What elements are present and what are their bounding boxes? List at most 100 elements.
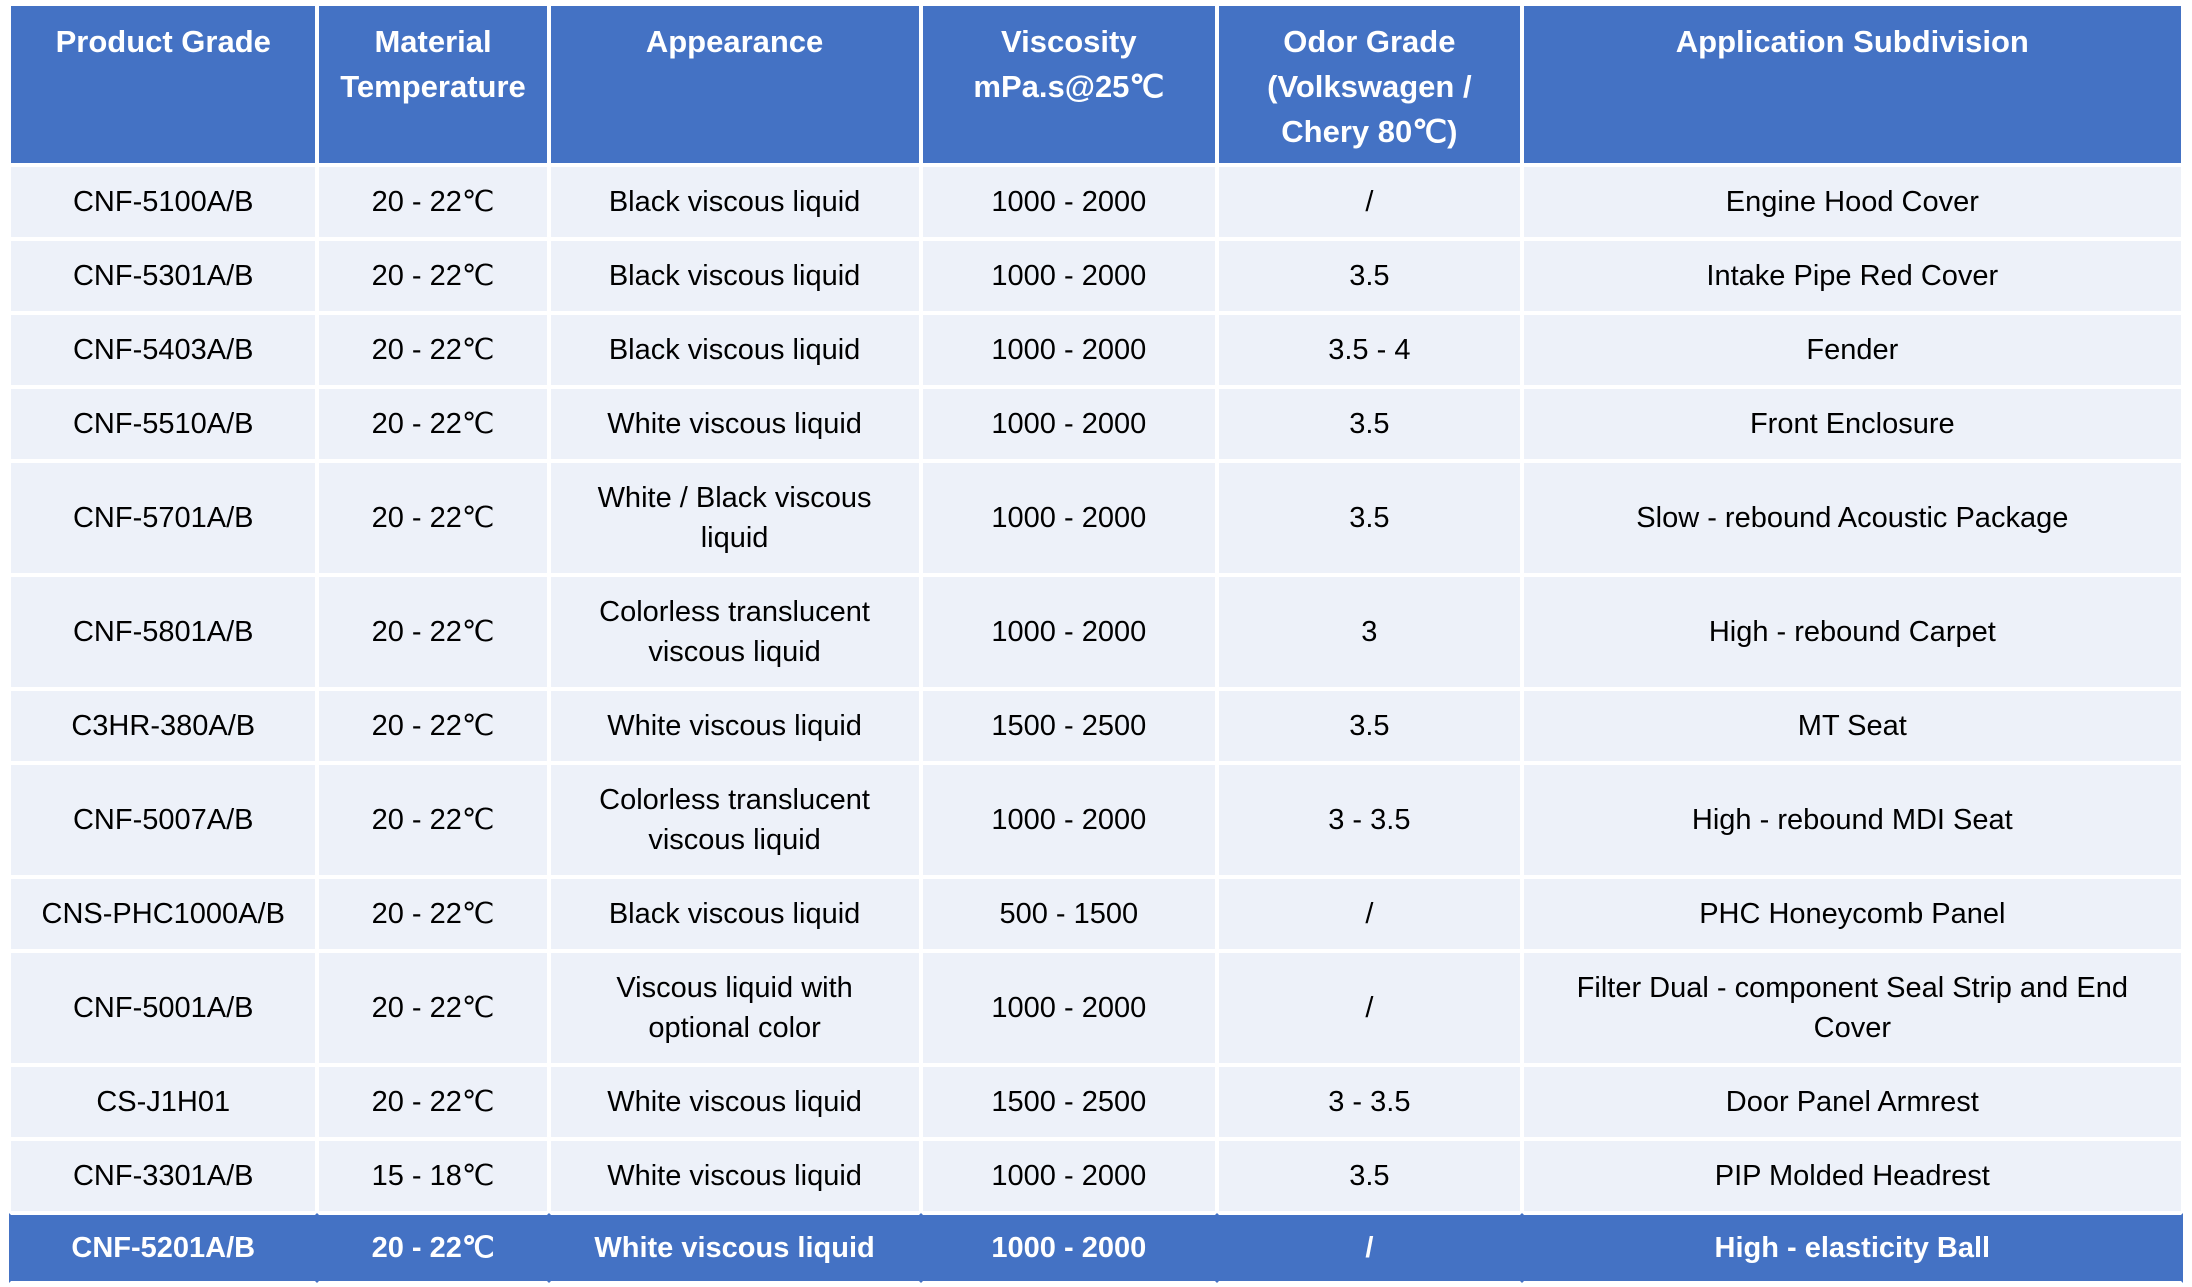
highlighted-row: CNF-5201A/B 20 - 22℃ White viscous liquid 1… — [9, 1212, 2183, 1283]
table-row: CNF-5403A/B 20 - 22℃ Black viscous liquid 1… — [9, 312, 2183, 387]
table-row: CNF-5801A/B 20 - 22℃ Colorless translucent… — [9, 574, 2183, 689]
cell-material-temperature: 20 - 22℃ — [317, 876, 549, 951]
cell-viscosity: 500 - 1500 — [920, 876, 1218, 951]
cell-viscosity: 1500 - 2500 — [920, 688, 1218, 763]
cell-application-subdivision: Filter Dual - component Seal Strip and E… — [1521, 950, 2183, 1065]
cell-material-temperature: 20 - 22℃ — [317, 312, 549, 387]
cell-material-temperature: 20 - 22℃ — [317, 574, 549, 689]
column-header-material-temperature: Material Temperature — [317, 4, 549, 165]
cell-application-subdivision: Front Enclosure — [1521, 386, 2183, 461]
table-row: CNF-5510A/B 20 - 22℃ White viscous liquid 1… — [9, 386, 2183, 461]
cell-material-temperature: 20 - 22℃ — [317, 688, 549, 763]
cell-viscosity: 1000 - 2000 — [920, 312, 1218, 387]
cell-odor-grade: 3 - 3.5 — [1217, 1064, 1522, 1139]
cell-product-grade: CNS-PHC1000A/B — [9, 876, 318, 951]
cell-product-grade: CNF-3301A/B — [9, 1138, 318, 1213]
cell-viscosity: 1000 - 2000 — [920, 950, 1218, 1065]
cell-odor-grade: / — [1217, 950, 1522, 1065]
cell-odor-grade: 3.5 — [1217, 460, 1522, 575]
cell-viscosity: 1000 - 2000 — [920, 574, 1218, 689]
cell-product-grade: C3HR-380A/B — [9, 688, 318, 763]
cell-material-temperature: 20 - 22℃ — [317, 950, 549, 1065]
cell-appearance: Black viscous liquid — [548, 164, 921, 239]
cell-odor-grade: / — [1217, 164, 1522, 239]
cell-application-subdivision: Intake Pipe Red Cover — [1521, 238, 2183, 313]
cell-appearance: White viscous liquid — [548, 1212, 921, 1283]
cell-viscosity: 1000 - 2000 — [920, 762, 1218, 877]
cell-viscosity: 1000 - 2000 — [920, 1212, 1218, 1283]
cell-odor-grade: 3 — [1217, 574, 1522, 689]
cell-application-subdivision: Engine Hood Cover — [1521, 164, 2183, 239]
cell-product-grade: CNF-5007A/B — [9, 762, 318, 877]
cell-appearance: White viscous liquid — [548, 688, 921, 763]
cell-viscosity: 1000 - 2000 — [920, 164, 1218, 239]
cell-product-grade: CS-J1H01 — [9, 1064, 318, 1139]
cell-appearance: Colorless translucent viscous liquid — [548, 574, 921, 689]
cell-viscosity: 1000 - 2000 — [920, 460, 1218, 575]
cell-odor-grade: 3.5 — [1217, 238, 1522, 313]
cell-product-grade: CNF-5201A/B — [9, 1212, 318, 1283]
cell-material-temperature: 20 - 22℃ — [317, 238, 549, 313]
table-row: CNF-5100A/B 20 - 22℃ Black viscous liquid 1… — [9, 164, 2183, 239]
header-row: Product Grade Material Temperature Appeara… — [9, 4, 2183, 165]
cell-application-subdivision: Slow - rebound Acoustic Package — [1521, 460, 2183, 575]
cell-product-grade: CNF-5001A/B — [9, 950, 318, 1065]
cell-material-temperature: 20 - 22℃ — [317, 1064, 549, 1139]
cell-appearance: Colorless translucent viscous liquid — [548, 762, 921, 877]
table-row: CNF-5301A/B 20 - 22℃ Black viscous liquid 1… — [9, 238, 2183, 313]
table-row: CNF-3301A/B 15 - 18℃ White viscous liquid 1… — [9, 1138, 2183, 1213]
cell-appearance: White viscous liquid — [548, 386, 921, 461]
cell-appearance: Black viscous liquid — [548, 312, 921, 387]
product-grade-table: Product Grade Material Temperature Appeara… — [9, 4, 2183, 1283]
cell-viscosity: 1000 - 2000 — [920, 238, 1218, 313]
cell-material-temperature: 20 - 22℃ — [317, 762, 549, 877]
cell-product-grade: CNF-5100A/B — [9, 164, 318, 239]
cell-application-subdivision: Fender — [1521, 312, 2183, 387]
cell-application-subdivision: High - elasticity Ball — [1521, 1212, 2183, 1283]
cell-odor-grade: / — [1217, 1212, 1522, 1283]
column-header-odor-grade: Odor Grade (Volkswagen / Chery 80℃) — [1217, 4, 1522, 165]
cell-application-subdivision: PIP Molded Headrest — [1521, 1138, 2183, 1213]
cell-material-temperature: 15 - 18℃ — [317, 1138, 549, 1213]
column-header-appearance: Appearance — [548, 4, 921, 165]
table-row: CNS-PHC1000A/B 20 - 22℃ Black viscous liqu… — [9, 876, 2183, 951]
cell-appearance: Black viscous liquid — [548, 238, 921, 313]
cell-material-temperature: 20 - 22℃ — [317, 164, 549, 239]
cell-odor-grade: 3.5 — [1217, 386, 1522, 461]
cell-application-subdivision: High - rebound Carpet — [1521, 574, 2183, 689]
cell-appearance: White viscous liquid — [548, 1138, 921, 1213]
table-row: C3HR-380A/B 20 - 22℃ White viscous liquid 1… — [9, 688, 2183, 763]
column-header-application-subdivision: Application Subdivision — [1521, 4, 2183, 165]
table-row: CNF-5007A/B 20 - 22℃ Colorless translucent… — [9, 762, 2183, 877]
cell-material-temperature: 20 - 22℃ — [317, 460, 549, 575]
cell-material-temperature: 20 - 22℃ — [317, 1212, 549, 1283]
table-row: CNF-5701A/B 20 - 22℃ White / Black viscous… — [9, 460, 2183, 575]
cell-application-subdivision: PHC Honeycomb Panel — [1521, 876, 2183, 951]
table-header: Product Grade Material Temperature Appeara… — [9, 4, 2183, 165]
cell-odor-grade: / — [1217, 876, 1522, 951]
cell-product-grade: CNF-5510A/B — [9, 386, 318, 461]
table-row: CS-J1H01 20 - 22℃ White viscous liquid 1500… — [9, 1064, 2183, 1139]
cell-appearance: Viscous liquid with optional color — [548, 950, 921, 1065]
table-body: CNF-5100A/B 20 - 22℃ Black viscous liquid 1… — [9, 164, 2183, 1283]
cell-product-grade: CNF-5301A/B — [9, 238, 318, 313]
cell-material-temperature: 20 - 22℃ — [317, 386, 549, 461]
cell-appearance: Black viscous liquid — [548, 876, 921, 951]
cell-application-subdivision: High - rebound MDI Seat — [1521, 762, 2183, 877]
cell-product-grade: CNF-5403A/B — [9, 312, 318, 387]
cell-odor-grade: 3.5 — [1217, 1138, 1522, 1213]
column-header-viscosity: Viscosity mPa.s@25℃ — [920, 4, 1218, 165]
table-row: CNF-5001A/B 20 - 22℃ Viscous liquid with o… — [9, 950, 2183, 1065]
cell-appearance: White viscous liquid — [548, 1064, 921, 1139]
cell-viscosity: 1000 - 2000 — [920, 386, 1218, 461]
cell-application-subdivision: MT Seat — [1521, 688, 2183, 763]
cell-odor-grade: 3.5 — [1217, 688, 1522, 763]
cell-odor-grade: 3.5 - 4 — [1217, 312, 1522, 387]
cell-product-grade: CNF-5701A/B — [9, 460, 318, 575]
cell-viscosity: 1000 - 2000 — [920, 1138, 1218, 1213]
cell-product-grade: CNF-5801A/B — [9, 574, 318, 689]
cell-odor-grade: 3 - 3.5 — [1217, 762, 1522, 877]
cell-appearance: White / Black viscous liquid — [548, 460, 921, 575]
column-header-product-grade: Product Grade — [9, 4, 318, 165]
